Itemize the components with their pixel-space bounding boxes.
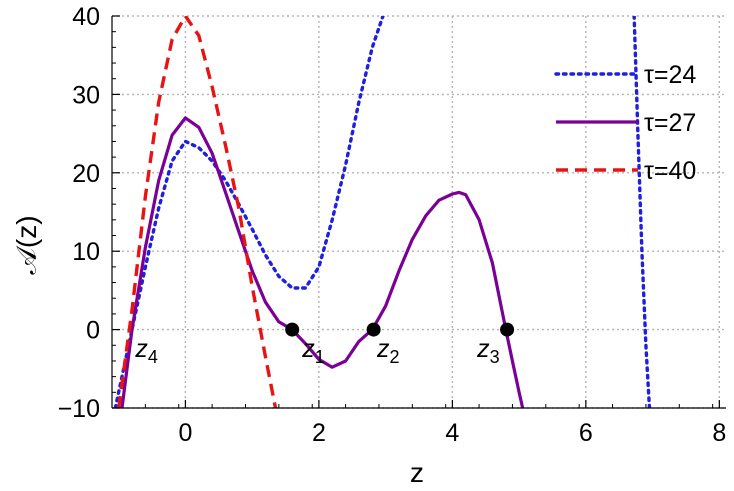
y-tick-label: 20 [72, 160, 100, 188]
root-point [500, 322, 515, 337]
series-line [113, 16, 385, 408]
y-tick-label: 30 [72, 81, 100, 109]
root-point [366, 322, 381, 337]
root-label: z2 [376, 335, 400, 367]
x-tick-label: 0 [178, 419, 192, 447]
tick-labels: 0 2 4 6 8 −10 0 10 20 30 40 [58, 3, 727, 447]
series-line [632, 16, 652, 408]
x-tick-label: 8 [712, 419, 726, 447]
y-tick-label: 0 [86, 317, 100, 345]
x-tick-label: 2 [312, 419, 326, 447]
series-layer [113, 16, 652, 408]
y-tick-label: −10 [58, 395, 100, 423]
root-label: z3 [476, 335, 500, 367]
legend-label: τ=24 [644, 61, 696, 89]
x-tick-label: 4 [445, 419, 459, 447]
root-point [285, 322, 300, 337]
root-label: z1 [301, 335, 325, 367]
legend: τ=24 τ=27 τ=40 [554, 61, 696, 185]
legend-label: τ=27 [644, 109, 696, 137]
y-tick-label: 10 [72, 238, 100, 266]
legend-label: τ=40 [644, 157, 696, 185]
axes [111, 15, 726, 409]
series-line [120, 116, 525, 408]
y-axis-title: 𝒜(z) [11, 215, 42, 274]
y-tick-label: 40 [72, 3, 100, 31]
points-layer: z1 z2 z3 z4 [134, 322, 515, 367]
x-axis-title: z [410, 457, 424, 488]
series-line [117, 16, 278, 408]
root-label: z4 [134, 335, 158, 367]
x-tick-label: 6 [579, 419, 593, 447]
